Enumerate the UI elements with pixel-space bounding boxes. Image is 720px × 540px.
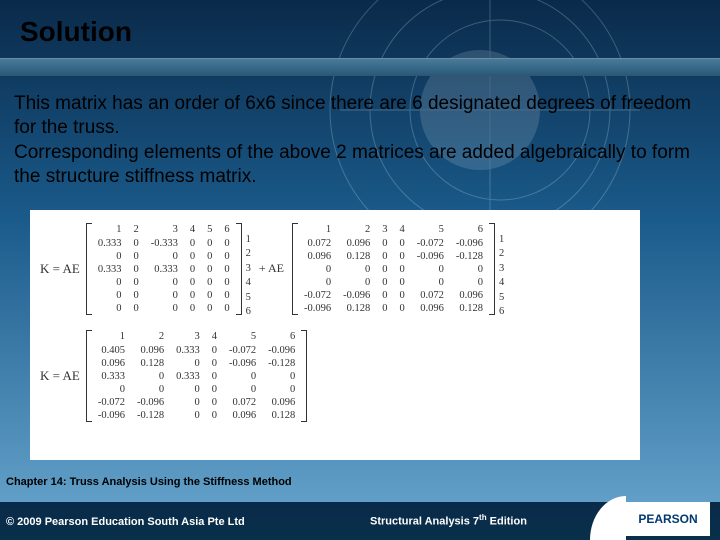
book-title-pre: Structural Analysis 7 (370, 516, 479, 528)
matrix-A: 1234560.3330-0.3330000000000.33300.33300… (86, 223, 242, 315)
top-equation-row: K = AE 1234560.3330-0.3330000000000.3330… (40, 218, 630, 320)
header-band (0, 58, 720, 76)
matrix-panel: K = AE 1234560.3330-0.3330000000000.3330… (30, 210, 640, 460)
chapter-label: Chapter 14: Truss Analysis Using the Sti… (6, 476, 292, 488)
eq-label-KAE-top: K = AE (40, 261, 80, 277)
paragraph-1: This matrix has an order of 6x6 since th… (14, 92, 706, 141)
plus-AE: + AE (259, 261, 284, 276)
book-title-sup: th (479, 513, 487, 522)
book-title: Structural Analysis 7th Edition (370, 513, 527, 528)
matrix-K: 1234560.4050.0960.3330-0.072-0.0960.0960… (86, 330, 307, 422)
pearson-logo: PEARSON (626, 502, 710, 536)
row-labels-B: 123456 (499, 218, 504, 320)
matrix-B: 1234560.0720.09600-0.072-0.0960.0960.128… (292, 223, 495, 315)
copyright-text: © 2009 Pearson Education South Asia Pte … (6, 516, 245, 528)
row-labels-A: 123456 (246, 218, 251, 320)
bottom-equation-row: K = AE 1234560.4050.0960.3330-0.072-0.09… (40, 330, 630, 422)
slide-title: Solution (20, 16, 132, 48)
body-text: This matrix has an order of 6x6 since th… (14, 92, 706, 189)
eq-label-KAE-bottom: K = AE (40, 368, 80, 384)
paragraph-2: Corresponding elements of the above 2 ma… (14, 141, 706, 190)
book-title-post: Edition (487, 516, 527, 528)
